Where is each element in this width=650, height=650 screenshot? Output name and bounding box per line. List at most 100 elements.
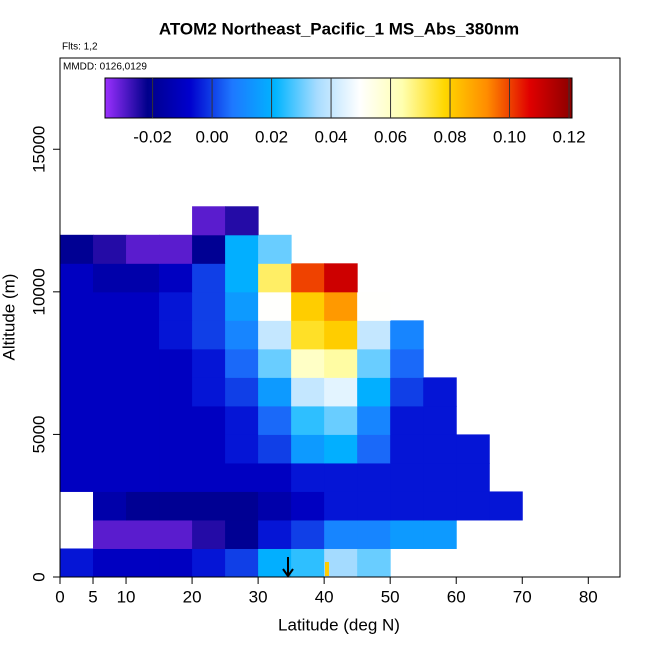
heat-cell xyxy=(357,548,391,578)
heat-cell xyxy=(126,548,160,578)
heat-cell xyxy=(357,291,391,321)
heat-cell xyxy=(60,405,94,435)
annotation: MMDD: 0126,0129 xyxy=(63,62,147,73)
heat-cell xyxy=(126,348,160,378)
heat-cell xyxy=(390,377,424,407)
heat-cell xyxy=(93,377,127,407)
heat-cell xyxy=(93,348,127,378)
heat-cell xyxy=(324,377,358,407)
chart-title: ATOM2 Northeast_Pacific_1 MS_Abs_380nm xyxy=(159,19,519,38)
heat-cell xyxy=(225,348,259,378)
heat-cell xyxy=(93,434,127,464)
heat-cell xyxy=(390,519,424,549)
heat-cell xyxy=(291,377,325,407)
heat-cell xyxy=(126,291,160,321)
heat-cell xyxy=(258,491,292,521)
heat-cell xyxy=(225,320,259,350)
heat-cell xyxy=(324,348,358,378)
heat-cell xyxy=(159,548,193,578)
heat-cell xyxy=(291,405,325,435)
heat-cell xyxy=(357,491,391,521)
heat-cell xyxy=(324,291,358,321)
heat-cell xyxy=(93,291,127,321)
heat-cell xyxy=(225,234,259,264)
heat-cell xyxy=(324,462,358,492)
heat-cell xyxy=(159,320,193,350)
x-tick-label: 5 xyxy=(88,587,97,606)
heat-cell xyxy=(192,206,226,236)
heat-cell xyxy=(126,377,160,407)
heat-cell xyxy=(291,519,325,549)
heat-cell xyxy=(159,377,193,407)
heat-cell xyxy=(192,234,226,264)
x-tick-label: 70 xyxy=(513,587,532,606)
heat-cell xyxy=(93,519,127,549)
heat-cell xyxy=(357,320,391,350)
y-tick-label: 10000 xyxy=(29,268,48,315)
heat-cell xyxy=(489,491,523,521)
x-tick-label: 0 xyxy=(55,587,64,606)
heat-cell xyxy=(192,291,226,321)
heat-cell xyxy=(93,548,127,578)
marker xyxy=(325,562,329,576)
colorbar-tick-label: -0.02 xyxy=(133,127,172,146)
heat-cell xyxy=(390,491,424,521)
heat-cell xyxy=(423,462,457,492)
heat-cell xyxy=(192,405,226,435)
heat-cell xyxy=(291,291,325,321)
heat-cell xyxy=(126,519,160,549)
heat-cell xyxy=(60,291,94,321)
heat-cell xyxy=(93,320,127,350)
heat-cell xyxy=(258,348,292,378)
heat-cell xyxy=(159,434,193,464)
heat-cell xyxy=(60,320,94,350)
heat-cell xyxy=(60,548,94,578)
heat-cell xyxy=(60,263,94,293)
colorbar-tick-label: 0.00 xyxy=(196,127,229,146)
heat-cell xyxy=(93,491,127,521)
heat-cell xyxy=(258,405,292,435)
heat-cell xyxy=(60,462,94,492)
heat-cell xyxy=(423,434,457,464)
heatmap xyxy=(60,206,523,578)
heat-cell xyxy=(159,291,193,321)
heat-cell xyxy=(126,234,160,264)
heat-cell xyxy=(192,434,226,464)
heat-cell xyxy=(159,491,193,521)
x-tick-label: 60 xyxy=(447,587,466,606)
heat-cell xyxy=(159,348,193,378)
heat-cell xyxy=(324,491,358,521)
heat-cell xyxy=(93,405,127,435)
heat-cell xyxy=(456,491,490,521)
heat-cell xyxy=(390,462,424,492)
x-axis-label: Latitude (deg N) xyxy=(278,615,400,634)
heat-cell xyxy=(60,434,94,464)
heat-cell xyxy=(225,462,259,492)
heat-cell xyxy=(291,348,325,378)
heat-cell xyxy=(159,263,193,293)
heat-cell xyxy=(258,291,292,321)
x-tick-label: 20 xyxy=(183,587,202,606)
heat-cell xyxy=(291,491,325,521)
heat-cell xyxy=(93,263,127,293)
heat-cell xyxy=(390,320,424,350)
y-tick-label: 5000 xyxy=(29,416,48,454)
heat-cell xyxy=(258,377,292,407)
heat-cell xyxy=(423,377,457,407)
heat-cell xyxy=(192,462,226,492)
subtitle: Flts: 1,2 xyxy=(62,42,98,53)
heat-cell xyxy=(291,434,325,464)
heat-cell xyxy=(258,320,292,350)
heat-cell xyxy=(159,462,193,492)
heat-cell xyxy=(225,263,259,293)
heat-cell xyxy=(324,263,358,293)
heat-cell xyxy=(60,348,94,378)
heat-cell xyxy=(258,263,292,293)
heat-cell xyxy=(291,263,325,293)
x-tick-label: 30 xyxy=(249,587,268,606)
heat-cell xyxy=(225,519,259,549)
heat-cell xyxy=(192,519,226,549)
x-tick-label: 80 xyxy=(579,587,598,606)
heat-cell xyxy=(60,377,94,407)
